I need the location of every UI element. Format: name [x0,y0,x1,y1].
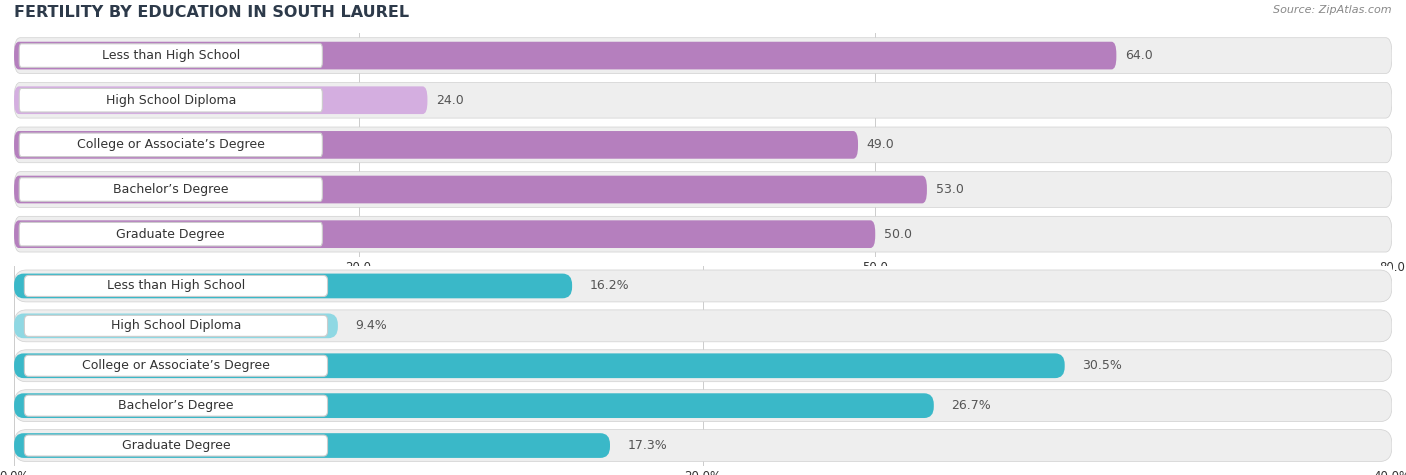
Text: 17.3%: 17.3% [627,439,666,452]
FancyBboxPatch shape [14,314,337,338]
Text: 53.0: 53.0 [935,183,963,196]
FancyBboxPatch shape [20,133,322,157]
FancyBboxPatch shape [24,355,328,376]
FancyBboxPatch shape [14,216,1392,252]
FancyBboxPatch shape [24,276,328,296]
Text: 26.7%: 26.7% [950,399,991,412]
FancyBboxPatch shape [14,131,858,159]
FancyBboxPatch shape [24,435,328,456]
Text: Less than High School: Less than High School [101,49,240,62]
FancyBboxPatch shape [20,178,322,201]
FancyBboxPatch shape [20,222,322,246]
FancyBboxPatch shape [14,390,1392,422]
Text: Graduate Degree: Graduate Degree [117,228,225,241]
FancyBboxPatch shape [14,433,610,458]
Text: 30.5%: 30.5% [1083,359,1122,372]
Text: Bachelor’s Degree: Bachelor’s Degree [112,183,229,196]
Text: 9.4%: 9.4% [356,319,387,332]
FancyBboxPatch shape [20,88,322,112]
FancyBboxPatch shape [14,38,1392,74]
FancyBboxPatch shape [14,429,1392,462]
FancyBboxPatch shape [24,315,328,336]
Text: 24.0: 24.0 [436,94,464,107]
FancyBboxPatch shape [20,44,322,67]
Text: High School Diploma: High School Diploma [105,94,236,107]
Text: 50.0: 50.0 [884,228,912,241]
Text: College or Associate’s Degree: College or Associate’s Degree [77,138,264,152]
Text: Less than High School: Less than High School [107,279,245,293]
FancyBboxPatch shape [14,353,1064,378]
FancyBboxPatch shape [14,127,1392,163]
Text: 49.0: 49.0 [866,138,894,152]
FancyBboxPatch shape [14,82,1392,118]
Text: 64.0: 64.0 [1125,49,1153,62]
FancyBboxPatch shape [14,393,934,418]
Text: High School Diploma: High School Diploma [111,319,242,332]
FancyBboxPatch shape [14,310,1392,342]
Text: Source: ZipAtlas.com: Source: ZipAtlas.com [1274,5,1392,15]
FancyBboxPatch shape [14,220,875,248]
FancyBboxPatch shape [14,171,1392,208]
FancyBboxPatch shape [14,86,427,114]
FancyBboxPatch shape [24,395,328,416]
Text: Bachelor’s Degree: Bachelor’s Degree [118,399,233,412]
FancyBboxPatch shape [14,42,1116,69]
FancyBboxPatch shape [14,274,572,298]
FancyBboxPatch shape [14,270,1392,302]
Text: 16.2%: 16.2% [589,279,628,293]
FancyBboxPatch shape [14,176,927,203]
Text: Graduate Degree: Graduate Degree [122,439,231,452]
Text: FERTILITY BY EDUCATION IN SOUTH LAUREL: FERTILITY BY EDUCATION IN SOUTH LAUREL [14,5,409,20]
FancyBboxPatch shape [14,350,1392,382]
Text: College or Associate’s Degree: College or Associate’s Degree [82,359,270,372]
